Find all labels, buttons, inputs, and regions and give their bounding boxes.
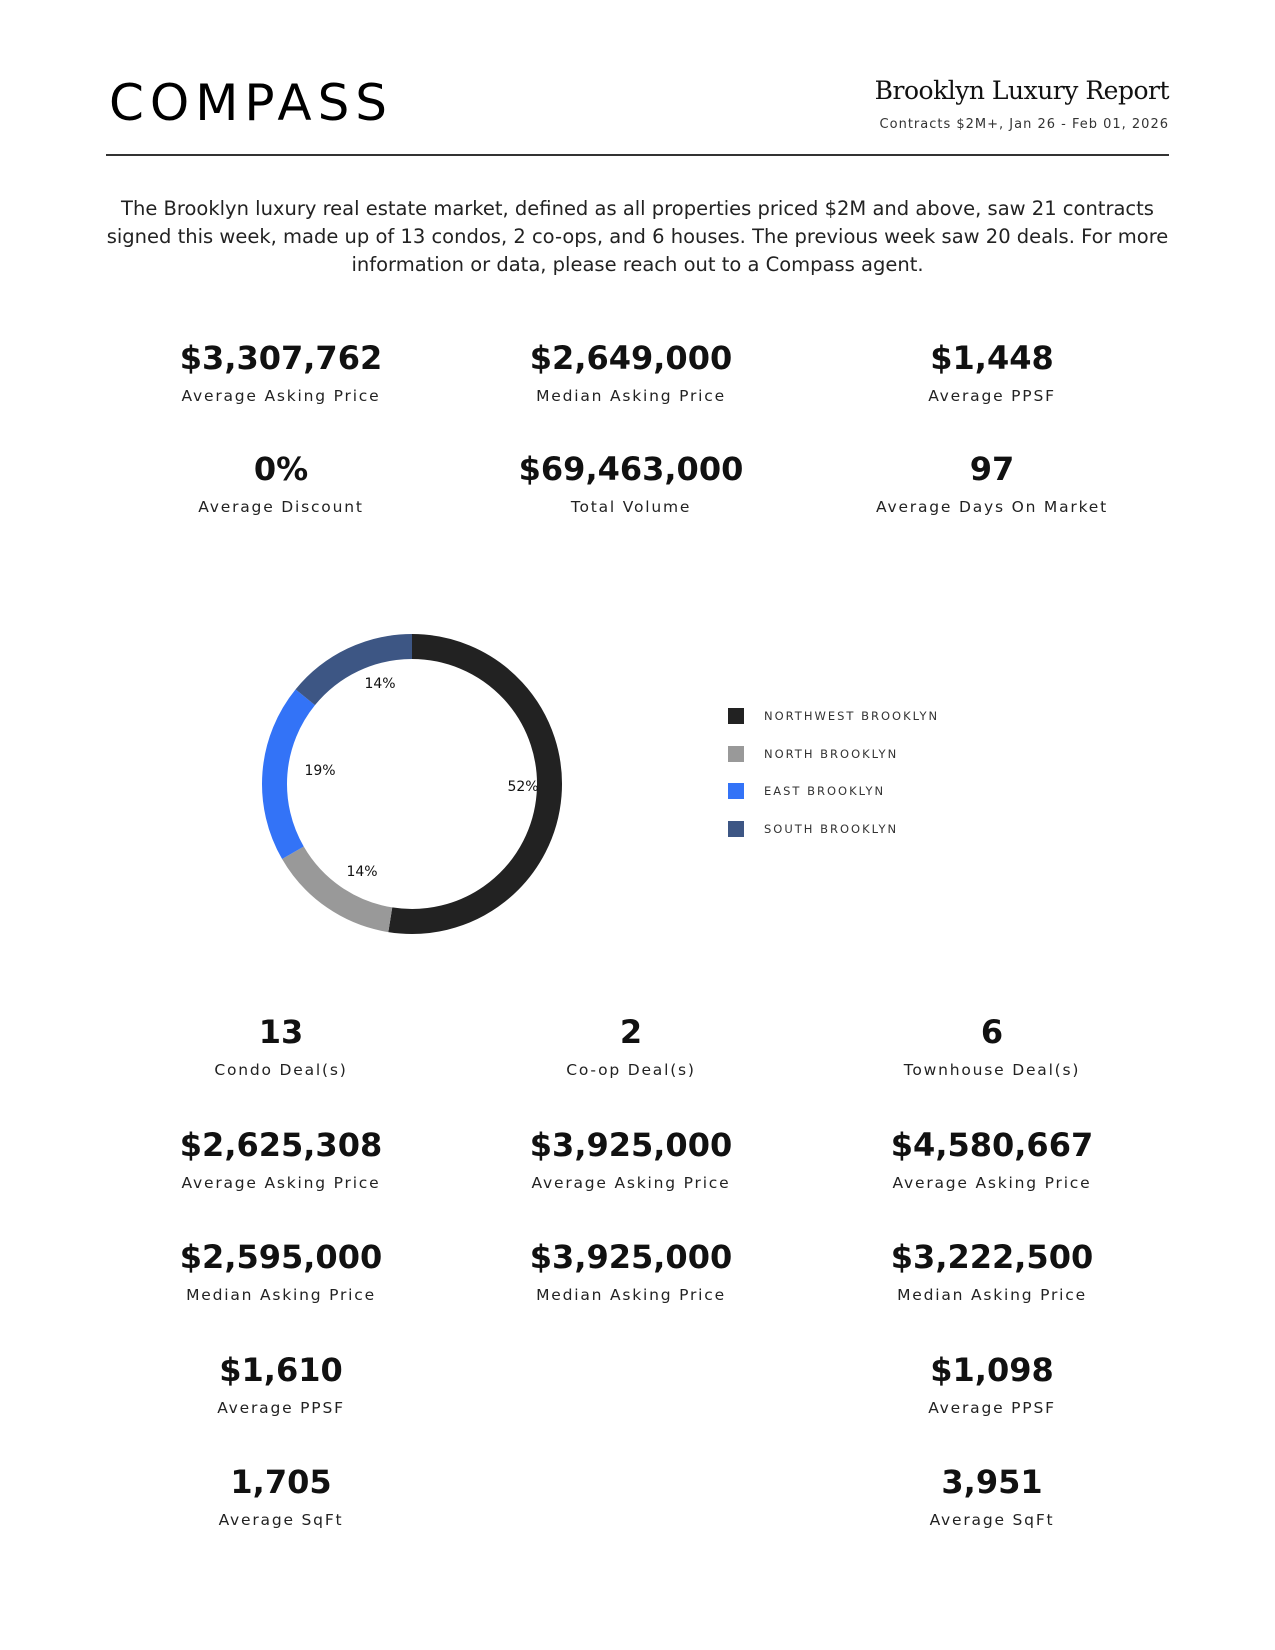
stat-label: Average Days On Market — [875, 498, 1109, 516]
stat-value: $3,925,000 — [529, 1126, 733, 1164]
condo-stat: 1,705 Average SqFt — [111, 1462, 451, 1529]
summary-stat: 97 Average Days On Market — [822, 449, 1162, 516]
stat-label: Average Asking Price — [181, 1174, 381, 1192]
townhouse-stat: $1,098 Average PPSF — [822, 1350, 1162, 1417]
stat-label: Median Asking Price — [536, 387, 726, 405]
coop-stat: 2 Co-op Deal(s) — [461, 1012, 801, 1079]
donut-slice — [295, 634, 413, 706]
summary-stat: $69,463,000 Total Volume — [461, 449, 801, 516]
stat-value: $2,625,308 — [179, 1126, 383, 1164]
slice-data-label: 19% — [304, 763, 335, 779]
coop-stat: $3,925,000 Average Asking Price — [461, 1125, 801, 1192]
legend-swatch — [728, 783, 744, 799]
stat-label: Co-op Deal(s) — [566, 1061, 696, 1079]
stat-value: 0% — [253, 450, 309, 488]
legend-label: EAST BROOKLYN — [764, 784, 886, 798]
stat-label: Average SqFt — [218, 1511, 344, 1529]
townhouse-stat: 3,951 Average SqFt — [822, 1462, 1162, 1529]
stat-label: Average Discount — [198, 498, 364, 516]
slice-data-label: 52% — [507, 779, 538, 795]
summary-stat: $3,307,762 Average Asking Price — [111, 338, 451, 405]
stat-value: $1,098 — [930, 1351, 1054, 1389]
donut-slice — [388, 634, 562, 934]
condo-stat: $2,595,000 Median Asking Price — [111, 1237, 451, 1304]
stat-value: $1,448 — [930, 339, 1054, 377]
donut-slice — [262, 689, 316, 859]
summary-stat: 0% Average Discount — [111, 449, 451, 516]
condo-stat: $1,610 Average PPSF — [111, 1350, 451, 1417]
stat-value: $69,463,000 — [518, 450, 744, 488]
stat-label: Average PPSF — [217, 1399, 345, 1417]
stat-label: Townhouse Deal(s) — [903, 1061, 1081, 1079]
stat-value: 6 — [980, 1013, 1004, 1051]
coop-stat: $3,925,000 Median Asking Price — [461, 1237, 801, 1304]
stat-label: Average Asking Price — [181, 387, 381, 405]
summary-stat: $1,448 Average PPSF — [822, 338, 1162, 405]
slice-data-label: 14% — [346, 864, 377, 880]
header-divider — [106, 154, 1169, 156]
legend-swatch — [728, 820, 744, 837]
report-subtitle: Contracts $2M+, Jan 26 - Feb 01, 2026 — [879, 117, 1169, 132]
legend-item: SOUTH BROOKLYN — [728, 820, 899, 837]
stat-value: 2 — [619, 1013, 643, 1051]
stat-value: 13 — [258, 1013, 304, 1051]
stat-label: Average PPSF — [928, 1399, 1056, 1417]
stat-label: Condo Deal(s) — [214, 1061, 348, 1079]
stat-label: Average Asking Price — [531, 1174, 731, 1192]
stat-value: $4,580,667 — [890, 1126, 1094, 1164]
stat-label: Median Asking Price — [536, 1286, 726, 1304]
report-title: Brooklyn Luxury Report — [874, 76, 1170, 105]
slice-data-label: 14% — [364, 676, 395, 692]
donut-slice — [282, 846, 393, 933]
legend-swatch — [728, 708, 744, 724]
legend-label: SOUTH BROOKLYN — [764, 821, 899, 836]
stat-label: Average PPSF — [928, 387, 1056, 405]
condo-stat: 13 Condo Deal(s) — [111, 1012, 451, 1079]
stat-value: $1,610 — [219, 1351, 343, 1389]
stat-value: $3,925,000 — [529, 1238, 733, 1276]
compass-logo: COMPASS — [109, 74, 394, 132]
stat-label: Total Volume — [570, 498, 692, 516]
legend-item: NORTH BROOKLYN — [728, 745, 899, 762]
stat-value: $3,307,762 — [179, 339, 383, 377]
stat-label: Average SqFt — [929, 1511, 1055, 1529]
stat-value: 3,951 — [941, 1463, 1043, 1501]
legend-item: EAST BROOKLYN — [728, 783, 885, 799]
townhouse-stat: 6 Townhouse Deal(s) — [822, 1012, 1162, 1079]
stat-label: Median Asking Price — [897, 1286, 1087, 1304]
stat-label: Median Asking Price — [186, 1286, 376, 1304]
stat-label: Average Asking Price — [892, 1174, 1092, 1192]
stat-value: 1,705 — [230, 1463, 332, 1501]
intro-paragraph: The Brooklyn luxury real estate market, … — [106, 197, 1169, 276]
legend-swatch — [728, 745, 744, 762]
townhouse-stat: $4,580,667 Average Asking Price — [822, 1125, 1162, 1192]
legend-label: NORTHWEST BROOKLYN — [764, 709, 940, 723]
legend-item: NORTHWEST BROOKLYN — [728, 708, 939, 724]
condo-stat: $2,625,308 Average Asking Price — [111, 1125, 451, 1192]
stat-value: 97 — [969, 450, 1015, 488]
stat-value: $2,649,000 — [529, 339, 733, 377]
stat-value: $2,595,000 — [179, 1238, 383, 1276]
stat-value: $3,222,500 — [890, 1238, 1094, 1276]
legend-label: NORTH BROOKLYN — [764, 746, 899, 761]
townhouse-stat: $3,222,500 Median Asking Price — [822, 1237, 1162, 1304]
summary-stat: $2,649,000 Median Asking Price — [461, 338, 801, 405]
